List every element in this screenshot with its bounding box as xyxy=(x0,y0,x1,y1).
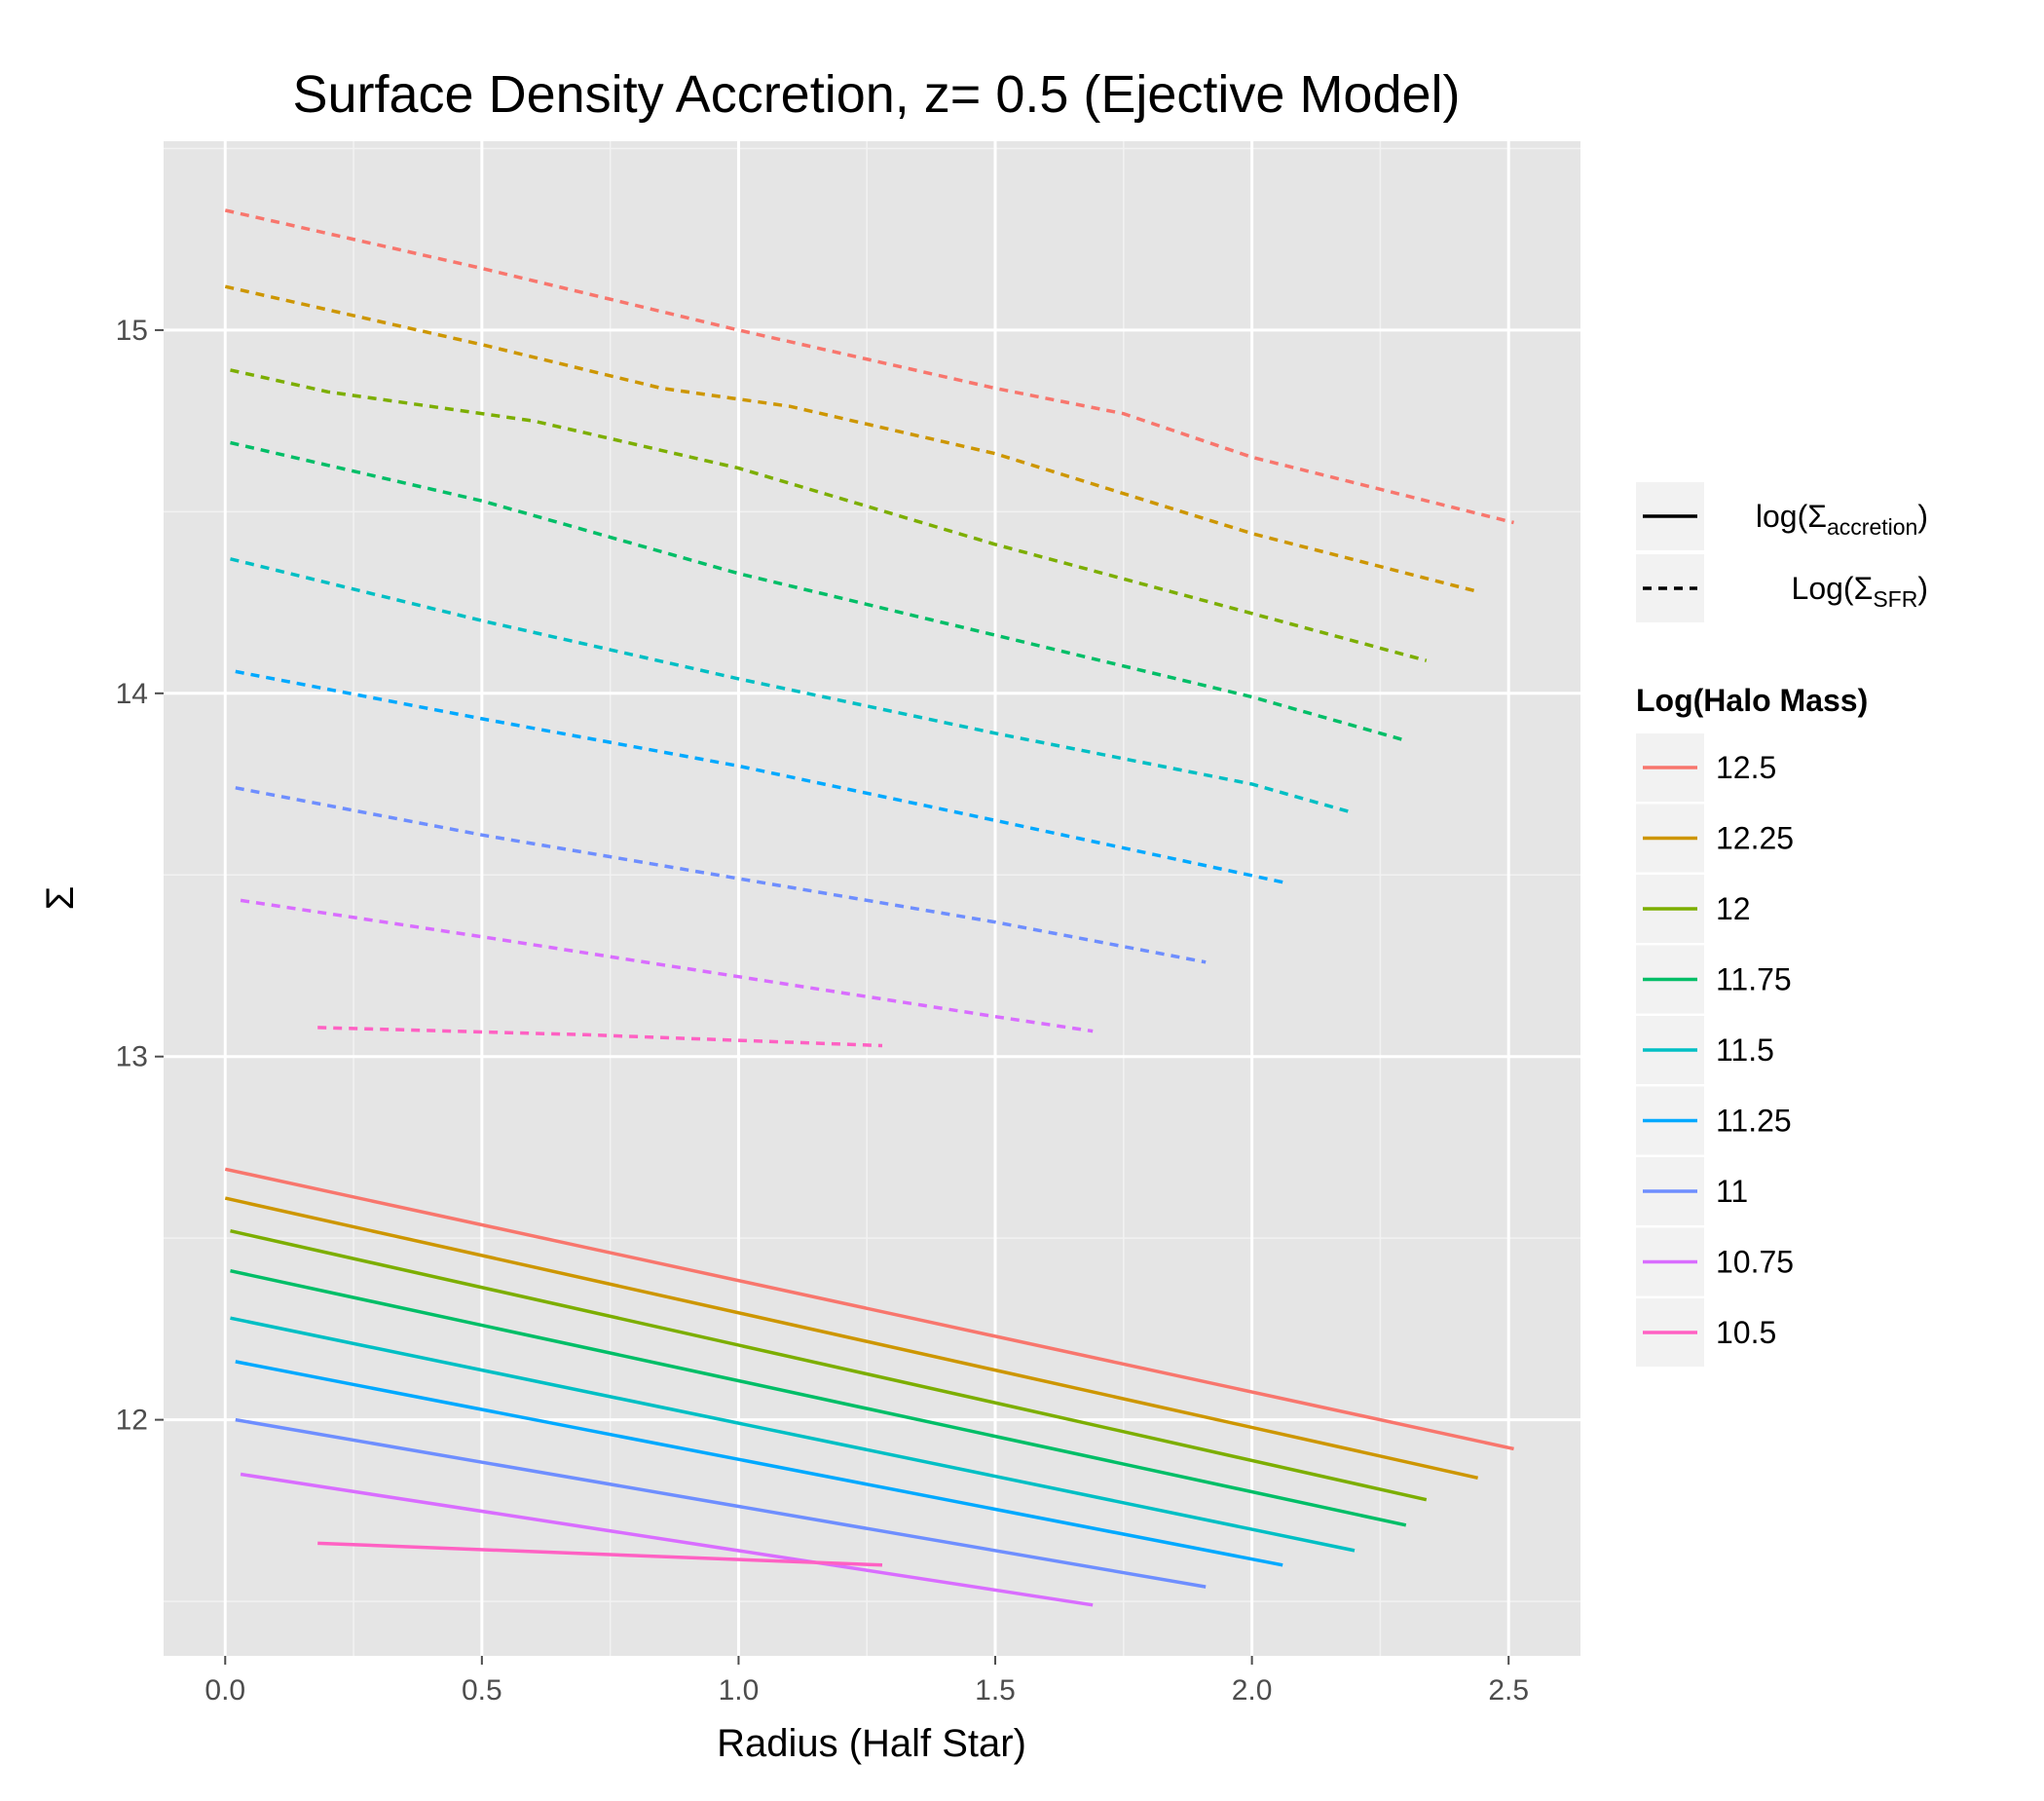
y-tick-label: 13 xyxy=(116,1041,148,1073)
color-legend: 12.5 12.25 12 11.75 11.5 11.25 11 10.75 10.5 xyxy=(1636,733,1794,1367)
color-legend-label: 12.25 xyxy=(1716,821,1794,856)
sfr-line-12.25 xyxy=(224,284,1479,594)
chart-title: Surface Density Accretion, z= 0.5 (Eject… xyxy=(292,65,1460,124)
color-legend-label: 11.5 xyxy=(1716,1032,1774,1068)
sfr-line-11.5 xyxy=(230,557,1356,815)
accretion-line-10.5 xyxy=(317,1541,883,1567)
accretion-line-11.5 xyxy=(230,1316,1356,1553)
linetype-label: log(Σaccretion) xyxy=(1756,499,1928,540)
x-tick-label: 2.0 xyxy=(1232,1674,1273,1707)
x-tick-label: 0.5 xyxy=(462,1674,502,1707)
x-tick-label: 1.0 xyxy=(719,1674,760,1707)
color-legend-label: 11.25 xyxy=(1716,1104,1792,1139)
x-axis: 0.0 0.5 1.0 1.5 2.0 2.5 xyxy=(204,1656,1529,1707)
color-legend-label: 12.5 xyxy=(1716,750,1776,785)
x-axis-title: Radius (Half Star) xyxy=(717,1722,1026,1765)
color-legend-label: 10.75 xyxy=(1716,1245,1794,1280)
accretion-line-10.75 xyxy=(240,1472,1094,1607)
x-tick-label: 2.5 xyxy=(1488,1674,1529,1707)
y-tick-label: 12 xyxy=(116,1405,148,1437)
sfr-line-11.75 xyxy=(230,440,1407,742)
sfr-line-10.75 xyxy=(240,898,1094,1033)
accretion-line-12.25 xyxy=(224,1196,1478,1481)
x-tick-label: 1.5 xyxy=(975,1674,1016,1707)
accretion-line-11 xyxy=(235,1417,1207,1589)
x-tick-label: 0.0 xyxy=(204,1674,245,1707)
y-tick-label: 14 xyxy=(116,678,148,710)
accretion-line-12.5 xyxy=(224,1167,1514,1451)
sfr-line-11 xyxy=(235,786,1207,964)
linetype-legend: log(Σaccretion) Log(ΣSFR) xyxy=(1636,482,1928,622)
accretion-line-11.25 xyxy=(235,1360,1283,1567)
sfr-line-10.5 xyxy=(317,1026,883,1048)
accretion-line-12 xyxy=(230,1228,1428,1502)
color-legend-label: 10.5 xyxy=(1716,1315,1776,1350)
y-axis: 12 13 14 15 xyxy=(116,315,164,1437)
y-axis-title: Σ xyxy=(39,886,82,911)
linetype-label: Log(ΣSFR) xyxy=(1792,571,1928,612)
y-tick-label: 15 xyxy=(116,315,148,347)
plot-panel xyxy=(164,141,1580,1656)
color-legend-title: Log(Halo Mass) xyxy=(1636,683,1868,718)
sfr-line-12 xyxy=(230,368,1428,662)
color-legend-label: 11.75 xyxy=(1716,962,1792,997)
accretion-line-11.75 xyxy=(230,1268,1407,1527)
color-legend-label: 12 xyxy=(1716,891,1751,926)
series-lines xyxy=(224,208,1514,1607)
color-legend-label: 11 xyxy=(1716,1174,1748,1209)
legend: log(Σaccretion)Log(ΣSFR) Log(Halo Mass) … xyxy=(1636,482,1928,1367)
